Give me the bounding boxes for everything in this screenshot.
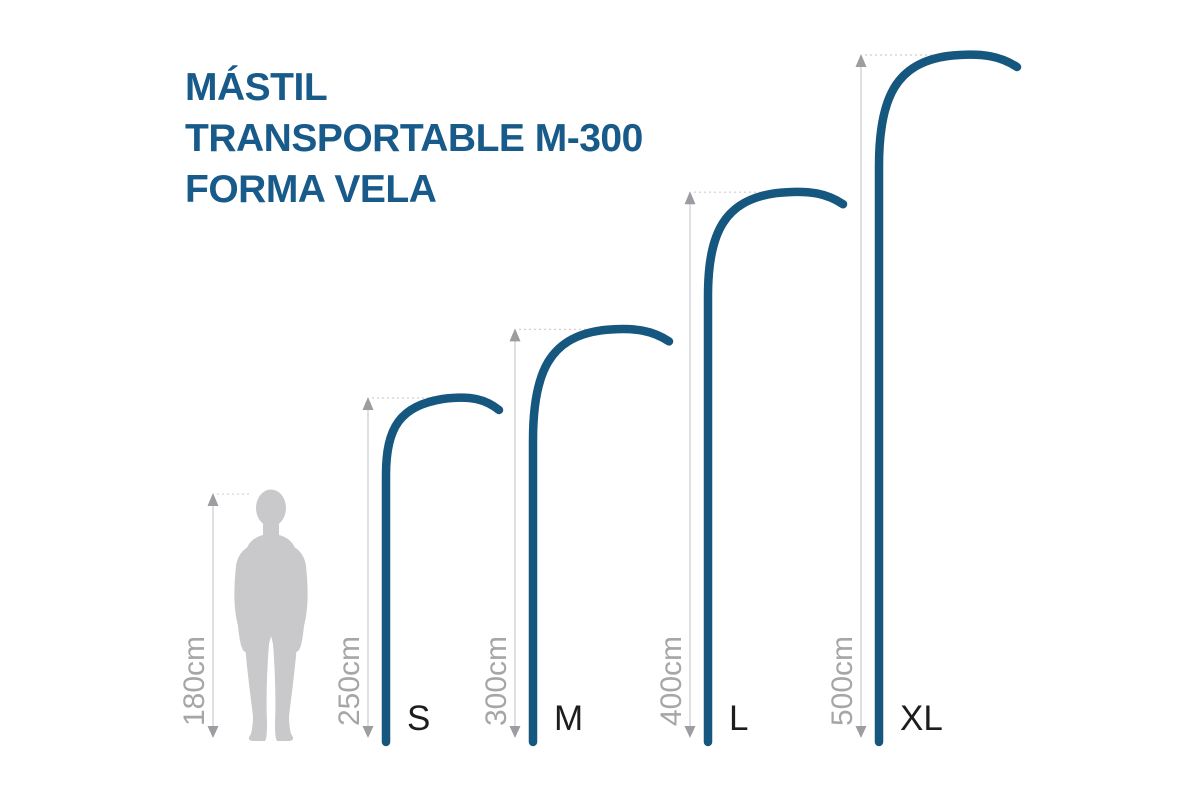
silhouette-neck <box>263 518 279 536</box>
arrowhead-down-mast-m <box>509 726 521 738</box>
mast-xl <box>874 50 1022 747</box>
height-label-mast-m: 300cm <box>480 636 513 726</box>
silhouette-left-arm <box>234 547 250 652</box>
arrowhead-up-mast-xl <box>855 54 867 67</box>
arrowhead-up-person <box>207 493 219 507</box>
size-label-l: L <box>729 699 748 738</box>
silhouette-right-arm <box>292 547 308 652</box>
arrowhead-down-person <box>207 726 219 738</box>
arrowhead-up-mast-l <box>684 191 696 205</box>
page-title: MÁSTIL TRANSPORTABLE M-300 FORMA VELA <box>185 62 643 215</box>
title-line-3: FORMA VELA <box>185 168 437 211</box>
size-label-m: M <box>554 699 583 738</box>
mast-s <box>381 393 504 747</box>
arrowhead-up-mast-s <box>362 397 374 410</box>
arrowhead-down-mast-s <box>362 726 374 738</box>
size-label-xl: XL <box>900 699 943 738</box>
silhouette-body <box>243 534 299 741</box>
silhouette-head <box>256 489 286 527</box>
height-label-mast-s: 250cm <box>333 636 366 726</box>
size-label-s: S <box>407 699 430 738</box>
title-line-2: TRANSPORTABLE M-300 <box>185 117 643 160</box>
mast-m <box>528 324 674 747</box>
arrowhead-down-mast-xl <box>855 726 867 738</box>
mast-l <box>703 187 848 747</box>
human-silhouette <box>234 489 308 741</box>
height-label-mast-xl: 500cm <box>826 636 859 726</box>
height-label-mast-l: 400cm <box>655 636 688 726</box>
height-label-person: 180cm <box>178 636 211 726</box>
title-line-1: MÁSTIL <box>185 66 328 109</box>
arrowhead-up-mast-m <box>509 328 521 342</box>
arrowhead-down-mast-l <box>684 726 696 738</box>
